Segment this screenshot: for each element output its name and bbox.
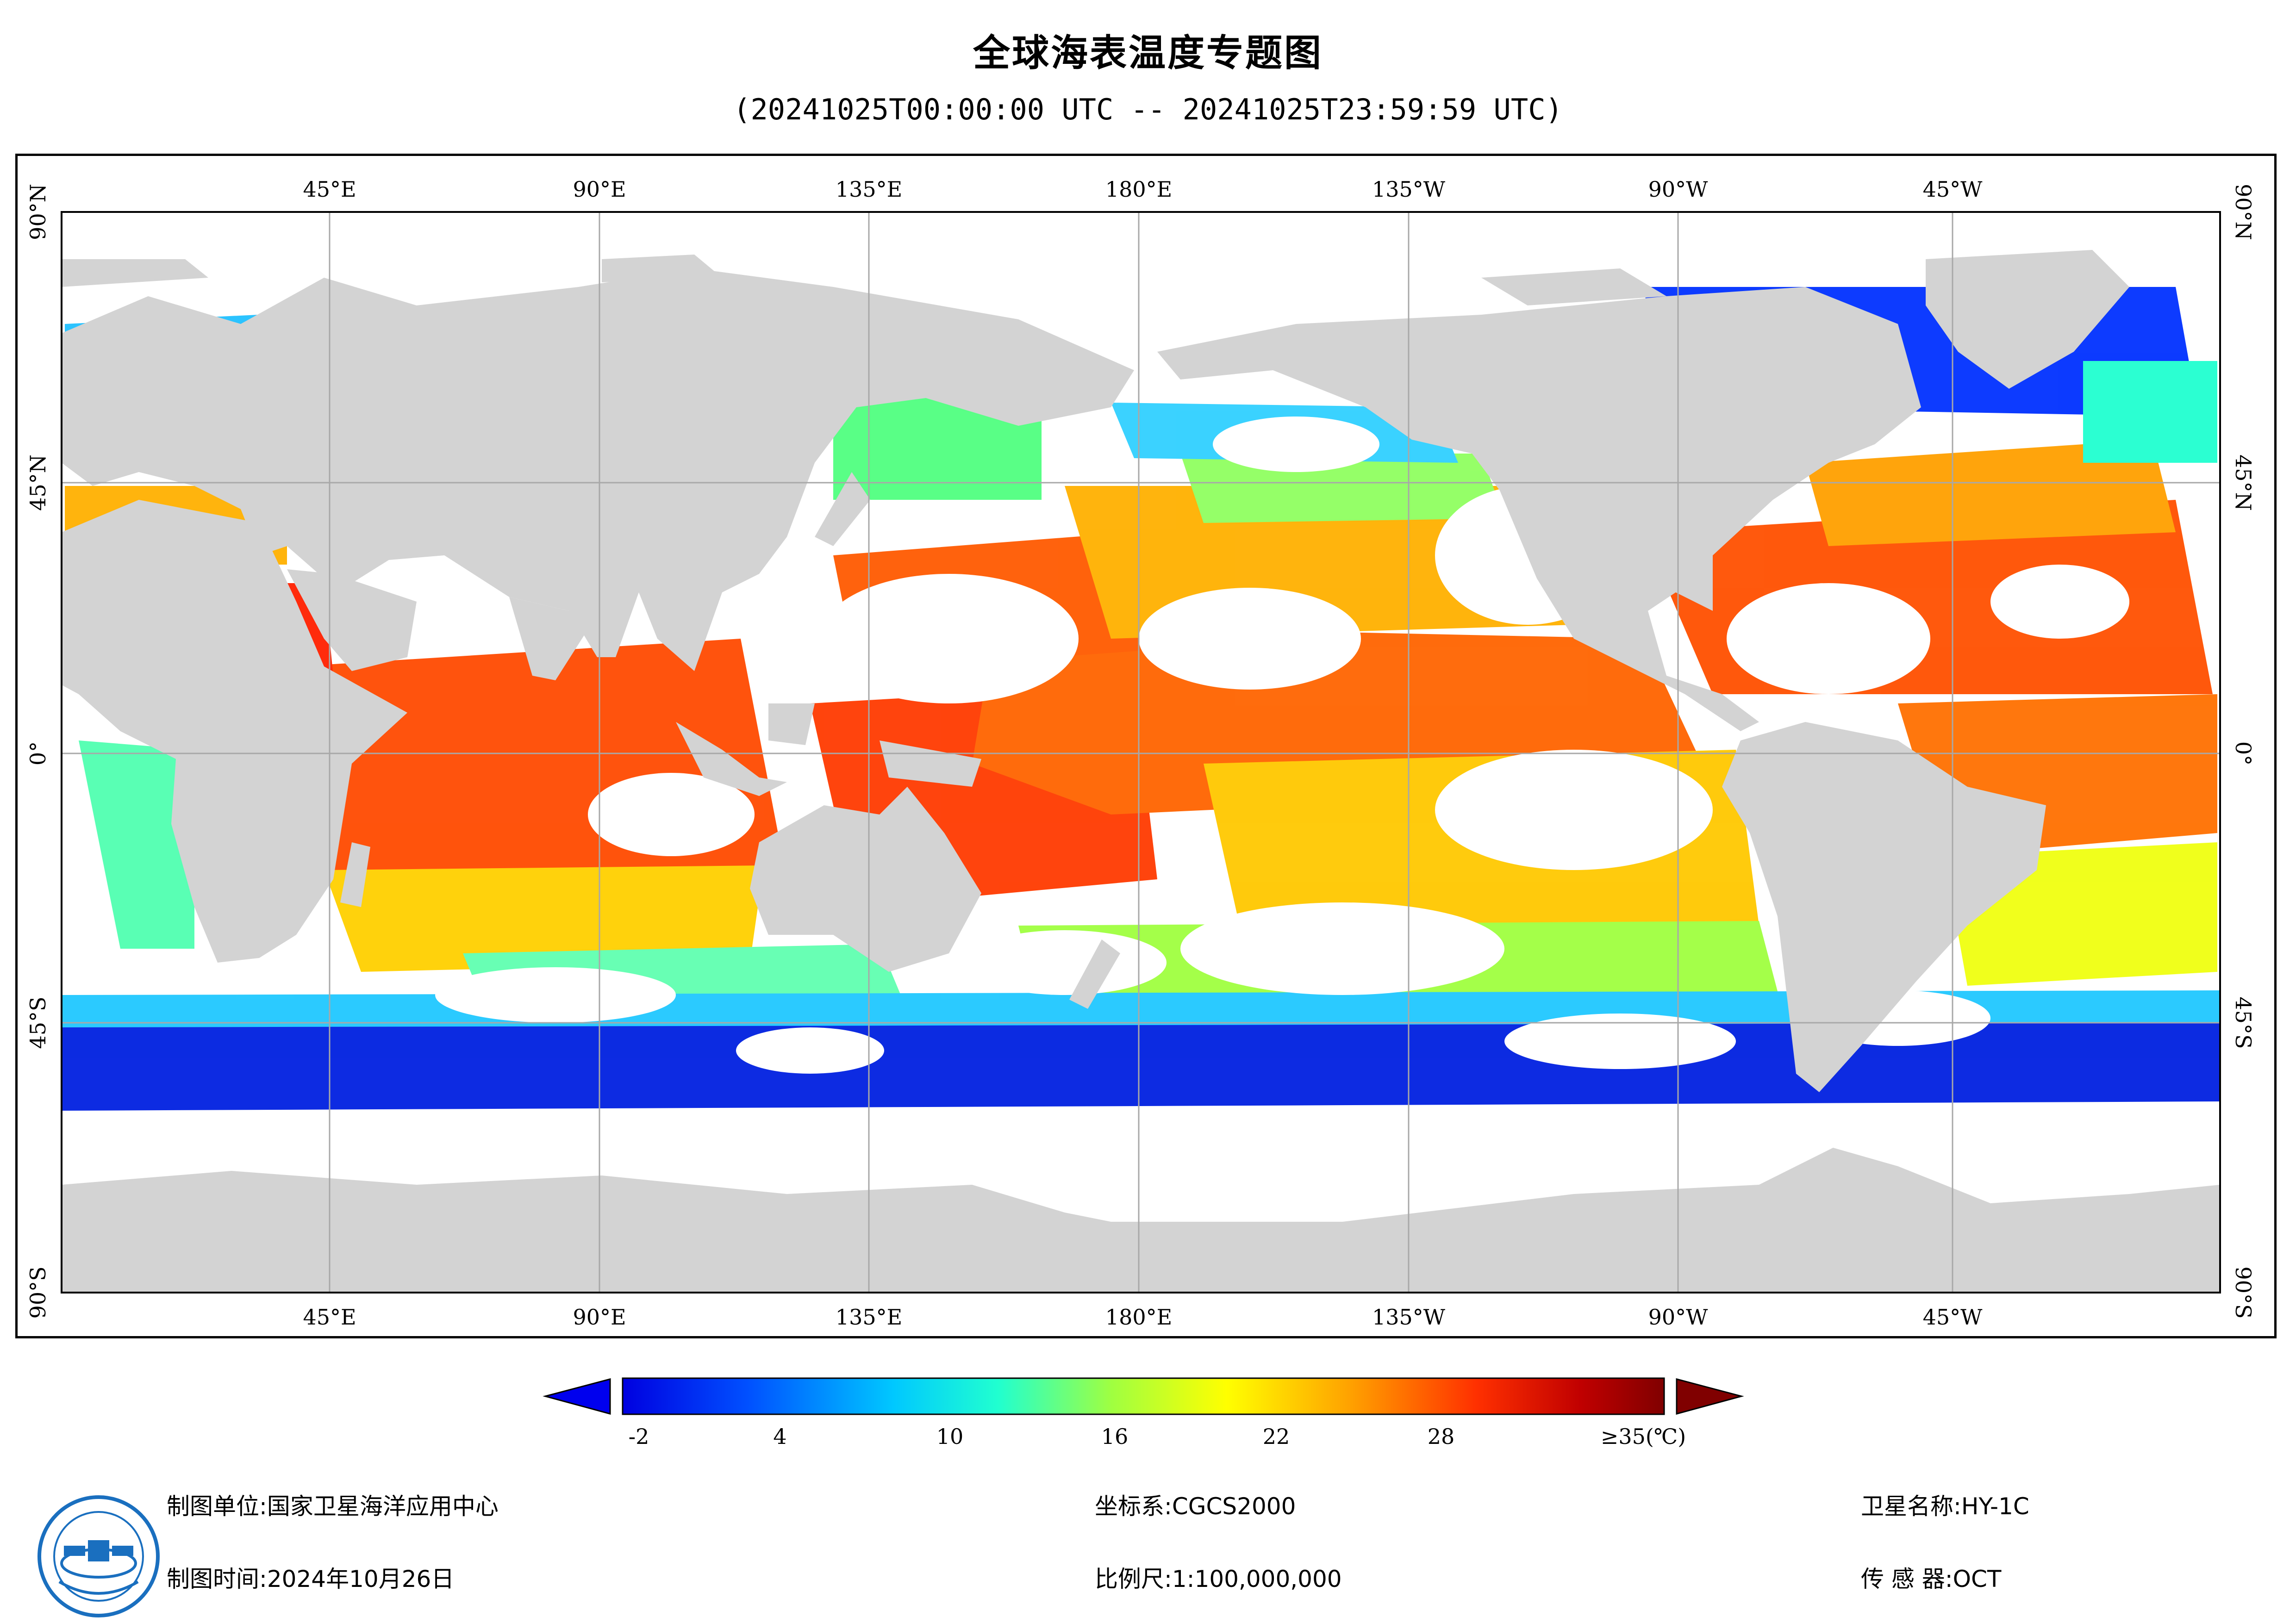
lat-label: 45°S <box>25 996 50 1049</box>
lon-label: 180°E <box>1105 177 1172 202</box>
lon-labels-bottom: 45°E 90°E 135°E 180°E 135°W 90°W 45°W <box>303 1305 1983 1330</box>
land-africa <box>62 500 407 963</box>
map-frame <box>15 154 2277 1338</box>
lat-label: 45°N <box>25 454 50 511</box>
colorbar-low-arrow <box>543 1378 611 1415</box>
land-antarctica <box>62 1148 2220 1293</box>
land-indonesia <box>676 722 787 796</box>
lon-label: 135°W <box>1372 1305 1446 1330</box>
colorbar: -2 4 10 16 22 28 ≥35(℃) <box>543 1377 1744 1449</box>
graticule <box>62 212 2220 1293</box>
colorbar-label: 28 <box>1428 1424 1455 1449</box>
lon-label: 45°W <box>1923 1305 1983 1330</box>
scale-label: 比例尺:1:100,000,000 <box>1095 1566 1342 1592</box>
lat-label: 0° <box>2231 741 2256 765</box>
lat-label: 0° <box>25 741 50 765</box>
colorbar-label: 10 <box>936 1424 964 1449</box>
land-arabia <box>287 569 417 671</box>
sst-west-africa-green <box>79 740 194 949</box>
lon-label: 90°E <box>573 177 626 202</box>
sensor-label: 传 感 器:OCT <box>1861 1566 2002 1592</box>
lon-label: 180°E <box>1105 1305 1172 1330</box>
lat-label: 90°N <box>2231 184 2256 240</box>
land-greenland <box>1926 250 2129 389</box>
colorbar-label: -2 <box>629 1424 649 1449</box>
lon-label: 90°E <box>573 1305 626 1330</box>
colorbar-label: 16 <box>1101 1424 1129 1449</box>
lon-label: 45°E <box>303 177 356 202</box>
lon-label: 45°E <box>303 1305 356 1330</box>
sst-tropical-indian <box>296 639 787 935</box>
land-india <box>509 597 588 680</box>
lat-labels-left: 90°N 45°N 0° 45°S 90°S <box>25 184 50 1318</box>
map-title: 全球海表温度专题图 <box>973 31 1323 75</box>
land-japan <box>815 472 870 546</box>
satellite-name-label: 卫星名称:HY-1C <box>1861 1493 2029 1520</box>
lon-label: 135°E <box>836 177 902 202</box>
sst-north-pacific-cool <box>1180 454 1504 523</box>
lon-labels-top: 45°E 90°E 135°E 180°E 135°W 90°W 45°W <box>303 177 1983 202</box>
land-north-america <box>1157 287 1921 731</box>
colorbar-label: 4 <box>773 1424 786 1449</box>
sst-atlantic-subtropical <box>1805 440 2176 546</box>
sst-nw-atlantic-cold <box>2083 361 2217 463</box>
lon-label: 135°E <box>836 1305 902 1330</box>
lon-label: 135°W <box>1372 177 1446 202</box>
land-new-guinea <box>880 740 981 787</box>
lat-label: 45°S <box>2231 996 2256 1049</box>
crs-label: 坐标系:CGCS2000 <box>1095 1493 1296 1520</box>
land-borneo <box>768 703 815 745</box>
lon-label: 90°W <box>1648 1305 1709 1330</box>
lon-label: 45°W <box>1923 177 1983 202</box>
sst-japan-cold <box>833 398 1042 500</box>
colorbar-gradient <box>622 1377 1665 1415</box>
time-range-subtitle: (20241025T00:00:00 UTC -- 20241025T23:59… <box>733 93 1563 126</box>
lat-labels-right: 90°N 45°N 0° 45°S 90°S <box>2231 184 2256 1318</box>
lat-label: 90°N <box>25 184 50 240</box>
lat-label: 90°S <box>2231 1266 2256 1318</box>
satellite-agency-seal-icon <box>37 1495 160 1617</box>
lon-label: 90°W <box>1648 177 1709 202</box>
map-time-label: 制图时间:2024年10月26日 <box>167 1566 455 1592</box>
land-south-america <box>1722 722 2046 1092</box>
land-new-zealand <box>1069 939 1120 1009</box>
lat-label: 90°S <box>25 1266 50 1318</box>
colorbar-label: ≥35(℃) <box>1601 1424 1686 1449</box>
sst-south-indian-yellow <box>324 865 764 972</box>
land-madagascar <box>340 842 370 907</box>
colorbar-high-arrow <box>1676 1378 1744 1415</box>
map-unit-label: 制图单位:国家卫星海洋应用中心 <box>167 1493 499 1520</box>
colorbar-label: 22 <box>1263 1424 1290 1449</box>
lat-label: 45°N <box>2231 454 2256 511</box>
land-australia <box>750 787 981 972</box>
